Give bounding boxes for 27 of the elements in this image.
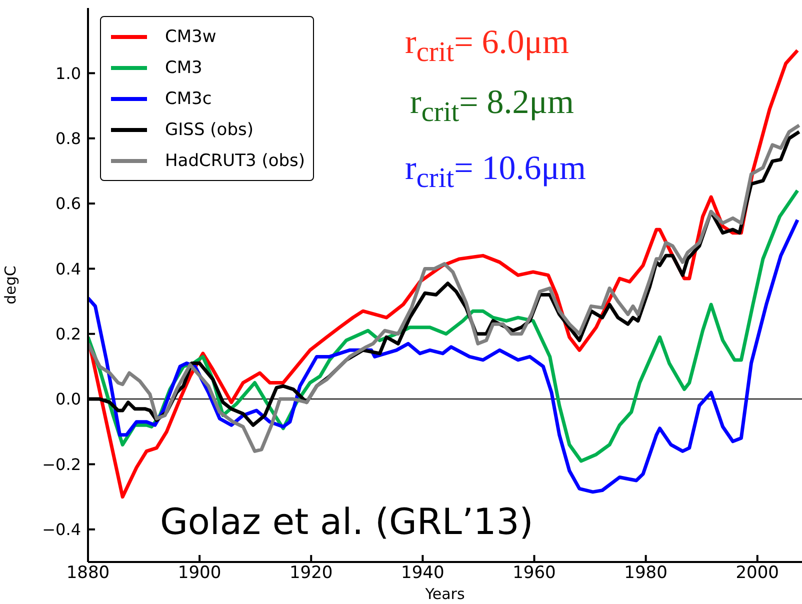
x-tick-label: 1900 <box>178 563 222 584</box>
y-tick-label: 0.0 <box>56 390 81 409</box>
y-tick-label: −0.2 <box>42 454 81 474</box>
annotation: r$_{crit}$= 10.6μm <box>405 150 586 195</box>
y-tick-label: 0.4 <box>56 259 81 278</box>
x-tick-label: 2000 <box>736 563 780 584</box>
legend-label: CM3w <box>165 26 216 46</box>
line-series <box>88 218 800 494</box>
x-tick-label: 1960 <box>512 563 556 584</box>
x-axis-title: Years <box>424 585 465 603</box>
y-tick-label: 0.8 <box>56 129 81 148</box>
x-tick-label: 1920 <box>289 563 333 584</box>
legend-label: HadCRUT3 (obs) <box>165 150 306 170</box>
y-axis-title: degC <box>1 266 20 304</box>
y-tick-label: 0.2 <box>56 324 81 344</box>
x-tick-label: 1880 <box>66 563 110 584</box>
y-tick-label: 1.0 <box>56 64 81 83</box>
x-tick-label: 1940 <box>401 563 444 584</box>
legend-label: CM3c <box>165 88 212 108</box>
y-tick-label: −0.4 <box>42 520 81 540</box>
annotation: r$_{crit}$= 6.0μm <box>405 24 569 69</box>
annotation: Golaz et al. (GRL’13) <box>160 502 534 543</box>
y-tick-label: 0.6 <box>56 194 81 214</box>
legend-label: GISS (obs) <box>165 120 254 140</box>
x-tick-label: 1980 <box>624 563 668 584</box>
annotation: r$_{crit}$= 8.2μm <box>410 84 574 129</box>
legend-label: CM3 <box>165 58 202 78</box>
